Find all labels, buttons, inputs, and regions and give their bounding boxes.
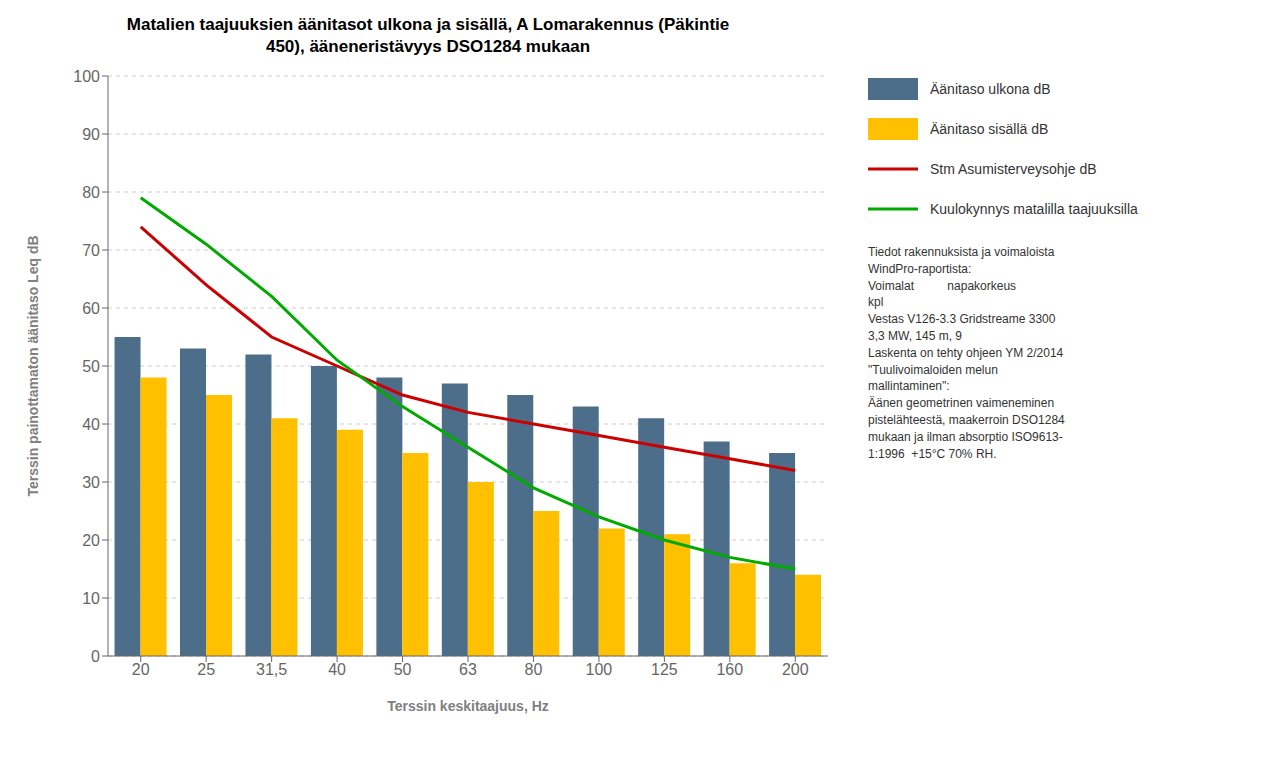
html-text:Stm Asumisterveysohje dB: Stm Asumisterveysohje dB bbox=[930, 161, 1097, 177]
svg-text:50: 50 bbox=[82, 358, 100, 375]
svg-text:60: 60 bbox=[82, 300, 100, 317]
svg-text:10: 10 bbox=[82, 590, 100, 607]
svg-text:20: 20 bbox=[132, 662, 150, 679]
html-text:Tiedot rakennuksista ja voimal: Tiedot rakennuksista ja voimaloista Wind… bbox=[868, 245, 1065, 461]
svg-text:80: 80 bbox=[525, 662, 543, 679]
svg-text:90: 90 bbox=[82, 126, 100, 143]
svg-text:200: 200 bbox=[782, 662, 809, 679]
svg-text:50: 50 bbox=[394, 662, 412, 679]
svg-text:25: 25 bbox=[197, 662, 215, 679]
html-text:Äänitaso ulkona dB: Äänitaso ulkona dB bbox=[930, 81, 1051, 97]
svg-text:100: 100 bbox=[586, 662, 613, 679]
svg-text:80: 80 bbox=[82, 184, 100, 201]
html-text:Äänitaso sisällä dB: Äänitaso sisällä dB bbox=[930, 121, 1049, 137]
svg-text:160: 160 bbox=[716, 662, 743, 679]
svg-text:20: 20 bbox=[82, 532, 100, 549]
svg-text:Terssin keskitaajuus, Hz: Terssin keskitaajuus, Hz bbox=[387, 698, 549, 714]
svg-text:30: 30 bbox=[82, 474, 100, 491]
svg-text:100: 100 bbox=[73, 68, 100, 85]
svg-text:63: 63 bbox=[459, 662, 477, 679]
svg-text:40: 40 bbox=[82, 416, 100, 433]
html-text:Kuulokynnys matalilla taajuuks: Kuulokynnys matalilla taajuuksilla bbox=[930, 201, 1138, 217]
svg-text:125: 125 bbox=[651, 662, 678, 679]
svg-text:Terssin painottamaton äänitaso: Terssin painottamaton äänitaso Leq dB bbox=[25, 236, 41, 497]
svg-text:70: 70 bbox=[82, 242, 100, 259]
svg-text:0: 0 bbox=[91, 648, 100, 665]
svg-text:40: 40 bbox=[328, 662, 346, 679]
svg-text:31,5: 31,5 bbox=[256, 662, 287, 679]
html-text:Matalien taajuuksien äänitasot: Matalien taajuuksien äänitasot ulkona ja… bbox=[126, 15, 730, 57]
